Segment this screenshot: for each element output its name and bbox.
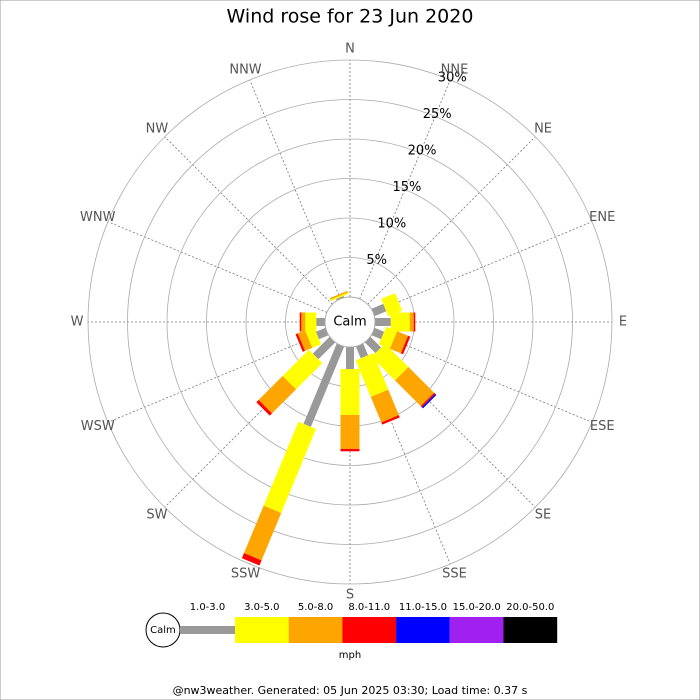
petal bbox=[241, 343, 345, 566]
petal-segment bbox=[329, 290, 349, 300]
petal-segment bbox=[340, 414, 360, 449]
petal-segment bbox=[389, 331, 409, 354]
petal-segment bbox=[378, 326, 398, 349]
direction-label: SE bbox=[535, 508, 551, 523]
r-tick-label: 15% bbox=[392, 180, 421, 195]
direction-label: ENE bbox=[589, 210, 615, 225]
legend-swatch bbox=[342, 617, 397, 643]
petal-segment bbox=[282, 349, 323, 390]
legend-swatch bbox=[503, 617, 558, 643]
petal-segment bbox=[243, 505, 282, 561]
legend-label: 5.0-8.0 bbox=[298, 602, 333, 613]
legend-label: 8.0-11.0 bbox=[348, 602, 390, 613]
petal bbox=[371, 326, 411, 355]
petal bbox=[340, 347, 360, 452]
petal-segment bbox=[409, 312, 414, 332]
direction-label: N bbox=[345, 42, 355, 57]
legend-swatch bbox=[235, 617, 289, 643]
petal-segment bbox=[316, 318, 325, 326]
petal-segment bbox=[395, 367, 435, 407]
r-tick-label: 5% bbox=[366, 253, 387, 268]
petal bbox=[374, 312, 416, 332]
petal-segment bbox=[330, 292, 349, 302]
petal-segment bbox=[241, 553, 262, 566]
direction-label: NNE bbox=[441, 62, 469, 77]
direction-label: SSW bbox=[231, 567, 261, 582]
direction-label: ESE bbox=[590, 419, 615, 434]
petal-segment bbox=[371, 303, 387, 317]
petal-segment bbox=[303, 343, 345, 427]
direction-label: NNW bbox=[229, 62, 261, 77]
r-tick-label: 20% bbox=[408, 143, 437, 158]
petal-segment bbox=[346, 347, 354, 370]
grid-ring bbox=[127, 99, 573, 545]
petal-segment bbox=[370, 389, 399, 423]
petal bbox=[299, 312, 325, 332]
petal-segment bbox=[355, 343, 369, 359]
petal-segment bbox=[263, 421, 316, 513]
direction-label: S bbox=[346, 588, 354, 603]
grid-ring bbox=[206, 178, 494, 466]
petal-segment bbox=[381, 415, 400, 425]
petal-segment bbox=[420, 392, 436, 408]
petal-segment bbox=[295, 333, 305, 352]
petal-segment bbox=[340, 369, 360, 415]
legend-calm-label: Calm bbox=[150, 625, 176, 636]
legend-swatch bbox=[396, 617, 450, 643]
r-tick-label: 30% bbox=[438, 70, 467, 85]
direction-label: E bbox=[619, 315, 627, 330]
footer: @nw3weather. Generated: 05 Jun 2025 03:3… bbox=[173, 684, 528, 697]
petal-segment bbox=[256, 399, 273, 416]
petal-segment bbox=[371, 343, 409, 381]
legend-label: 11.0-15.0 bbox=[399, 602, 447, 613]
chart-title: Wind rose for 23 Jun 2020 bbox=[227, 6, 474, 28]
petal-segment bbox=[336, 295, 345, 301]
petal bbox=[295, 326, 329, 352]
petal-segment bbox=[390, 312, 410, 332]
petal bbox=[371, 293, 403, 317]
direction-label: WNW bbox=[80, 210, 116, 225]
petal bbox=[256, 336, 336, 416]
legend-label: 15.0-20.0 bbox=[453, 602, 501, 613]
petal-segment bbox=[374, 318, 391, 326]
legend-swatch bbox=[449, 617, 504, 643]
petal-segment bbox=[381, 293, 403, 317]
direction-label: NW bbox=[146, 121, 169, 136]
petal bbox=[355, 343, 400, 425]
grid-ring bbox=[166, 138, 534, 506]
direction-label: W bbox=[71, 315, 84, 330]
petal bbox=[364, 336, 437, 409]
petal-segment bbox=[315, 327, 329, 340]
r-tick-label: 10% bbox=[377, 216, 406, 231]
petal-segment bbox=[305, 312, 317, 332]
grid-ring bbox=[87, 59, 613, 585]
petal-segment bbox=[312, 336, 336, 360]
petal-segment bbox=[305, 326, 322, 348]
r-tick-label: 25% bbox=[423, 107, 452, 122]
petal-segment bbox=[371, 327, 385, 340]
legend-label: 3.0-5.0 bbox=[244, 602, 279, 613]
legend-label: 1.0-3.0 bbox=[190, 602, 225, 613]
legend-label: 20.0-50.0 bbox=[506, 602, 554, 613]
calm-label: Calm bbox=[333, 315, 366, 330]
legend-swatch bbox=[288, 617, 343, 643]
calm-circle bbox=[324, 296, 376, 348]
direction-label: SW bbox=[146, 508, 167, 523]
petal-segment bbox=[421, 393, 437, 409]
petal-segment bbox=[258, 375, 297, 414]
petal-segment bbox=[364, 336, 382, 354]
direction-label: SSE bbox=[442, 567, 467, 582]
petal-segment bbox=[301, 312, 306, 332]
petal-segment bbox=[400, 335, 411, 355]
petal-segment bbox=[340, 448, 360, 452]
petal bbox=[329, 290, 349, 302]
petal-segment bbox=[299, 312, 302, 332]
legend-unit: mph bbox=[339, 650, 361, 661]
petal-segment bbox=[297, 330, 313, 351]
petal-segment bbox=[413, 312, 416, 332]
direction-label: WSW bbox=[81, 419, 115, 434]
petal-segment bbox=[355, 353, 389, 397]
direction-label: NE bbox=[534, 121, 552, 136]
